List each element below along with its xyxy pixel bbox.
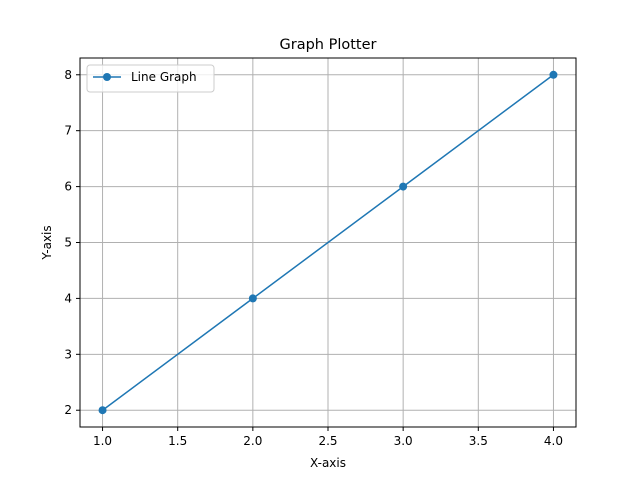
legend-marker-swatch bbox=[103, 73, 111, 81]
chart-title: Graph Plotter bbox=[280, 37, 377, 53]
x-tick-label: 2.0 bbox=[243, 434, 262, 448]
legend: Line Graph bbox=[86, 64, 215, 93]
data-point bbox=[549, 70, 558, 79]
x-axis-label: X-axis bbox=[310, 456, 346, 470]
data-point bbox=[98, 406, 107, 415]
x-tick-label: 2.5 bbox=[318, 434, 337, 448]
y-tick-label: 7 bbox=[64, 124, 72, 138]
y-tick-label: 3 bbox=[64, 347, 72, 361]
x-tick-label: 3.5 bbox=[469, 434, 488, 448]
y-tick-label: 2 bbox=[64, 403, 72, 417]
legend-label: Line Graph bbox=[131, 70, 197, 84]
x-tick-label: 1.5 bbox=[168, 434, 187, 448]
y-axis-label: Y-axis bbox=[40, 225, 54, 260]
x-tick-label: 1.0 bbox=[93, 434, 112, 448]
series-line bbox=[102, 74, 554, 411]
legend-box bbox=[86, 64, 215, 93]
axis-ticks: 1.0 1.5 2.0 2.5 3.0 3.5 4.0 2 3 4 5 6 7 8 bbox=[64, 68, 563, 448]
y-tick-label: 8 bbox=[64, 68, 72, 82]
data-point bbox=[248, 294, 257, 303]
x-tick-label: 3.0 bbox=[394, 434, 413, 448]
x-tick-label: 4.0 bbox=[544, 434, 563, 448]
y-tick-label: 6 bbox=[64, 180, 72, 194]
series-layer bbox=[98, 70, 558, 415]
data-point bbox=[399, 182, 408, 191]
y-tick-label: 5 bbox=[64, 236, 72, 250]
y-tick-label: 4 bbox=[64, 291, 72, 305]
